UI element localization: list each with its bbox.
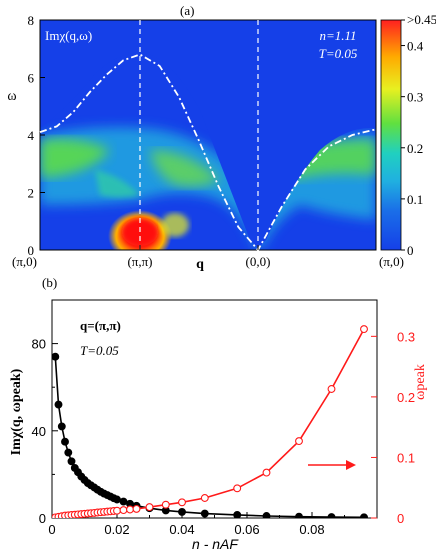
series-1-point	[295, 512, 303, 518]
series-1-point	[360, 513, 368, 518]
left-y-tick-label: 80	[32, 337, 46, 352]
series-1-point	[67, 457, 76, 466]
left-y-tick-label: 0	[39, 511, 46, 526]
series-2-point	[113, 506, 121, 515]
heatmap-lobe-left	[95, 170, 140, 198]
series-layer	[52, 325, 368, 518]
series-1-point	[52, 352, 60, 361]
x-axis-label: n - nAF	[192, 536, 239, 552]
colorbar-tick-label: 0	[407, 243, 414, 258]
series-2-point	[178, 498, 186, 507]
right-y-axis: 0 0.1 0.2 0.3	[371, 329, 415, 526]
x-tick-label: 0	[48, 522, 55, 537]
series-1-point	[233, 510, 242, 518]
series-1-point	[61, 437, 69, 446]
series-2-point	[119, 506, 128, 515]
heatmap-x-tick-label: (π,0)	[379, 254, 404, 269]
heatmap-x-axis: (π,0) (π,π) (0,0) (π,0)	[12, 245, 404, 269]
left-y-tick-label: 40	[32, 424, 46, 439]
heatmap-image	[40, 20, 376, 250]
series-1-point	[57, 422, 66, 431]
left-y-axis: 0 40 80	[32, 337, 58, 526]
heatmap-y-tick-label: 6	[28, 71, 35, 86]
colorbar-axis: >0.45 0.4 0.3 0.2 0.1 0	[401, 12, 436, 258]
series-1-point	[327, 513, 336, 518]
series-2-point	[295, 437, 303, 446]
x-axis: 0 0.02 0.04 0.06 0.08	[48, 512, 345, 537]
series-1-point	[262, 512, 271, 518]
heatmap-green-mid	[150, 150, 220, 187]
series-2-point	[327, 385, 336, 393]
right-y-tick-label: 0.1	[397, 450, 415, 465]
x-tick-label: 0.04	[169, 522, 194, 537]
series-2-point	[145, 503, 154, 512]
series-2-point	[200, 494, 209, 502]
heatmap-y-tick-label: 2	[28, 186, 35, 201]
heatmap-green-left	[40, 138, 110, 178]
annotation-T-a: T=0.05	[319, 46, 358, 61]
series-1-point	[113, 495, 121, 504]
heatmap-y-label: ω	[7, 89, 16, 104]
right-y-tick-label: 0	[397, 511, 404, 526]
heatmap-yellow-lobe	[161, 213, 189, 237]
heatmap-x-tick-label: (π,0)	[12, 254, 37, 269]
heatmap-y-tick-label: 8	[28, 13, 35, 28]
annotation-T-b: T=0.05	[80, 343, 119, 358]
heatmap-x-label: q	[196, 257, 204, 272]
panel-a-label: (a)	[180, 3, 194, 18]
annotation-q: q=(π,π)	[80, 318, 121, 333]
series-2-point	[262, 468, 271, 477]
x-tick-label: 0.06	[234, 522, 259, 537]
left-y-axis-label: Imχ(q, ωpeak)	[9, 368, 24, 455]
colorbar-tick-label: >0.45	[407, 12, 436, 27]
right-y-tick-label: 0.3	[397, 329, 415, 344]
heatmap-y-axis: 0 2 4 6 8	[28, 13, 45, 258]
right-y-axis-label: ωpeak	[413, 364, 428, 400]
heatmap-x-tick-label: (π,π)	[127, 254, 152, 269]
x-tick-label: 0.02	[104, 522, 129, 537]
colorbar-tick-label: 0.3	[407, 90, 423, 105]
line-panel: (b) 0 0.02 0.04 0.06 0.08 0 40 80 0 0.1 0.2 0.3 q…	[9, 275, 428, 552]
colorbar-tick-label: 0.4	[407, 39, 424, 54]
heatmap-panel: (a) Imχ(q,ω) n=1.11 T=0.05 0 2 4 6 8 ω (π,0)…	[7, 3, 436, 272]
series-2-point	[126, 505, 134, 514]
annotation-n: n=1.11	[319, 28, 356, 43]
series-1-point	[64, 448, 73, 457]
heatmap-y-tick-label: 0	[28, 243, 35, 258]
heatmap-cyan-band	[40, 127, 376, 248]
panel-b-label: (b)	[42, 275, 57, 290]
x-tick-label: 0.08	[299, 522, 324, 537]
heatmap-empty-region	[40, 20, 376, 248]
right-y-tick-label: 0.2	[397, 390, 415, 405]
colorbar-tick-label: 0.1	[407, 192, 423, 207]
heatmap-x-tick-label: (0,0)	[246, 254, 271, 269]
series-2-point	[233, 484, 242, 493]
series-1-point	[119, 497, 128, 506]
series-2-point	[161, 500, 170, 509]
heatmap-hot-core	[122, 218, 158, 246]
series-2-point	[360, 325, 368, 334]
continuum-boundary	[39, 53, 377, 252]
heatmap-title: Imχ(q,ω)	[45, 28, 92, 43]
series-1-point	[178, 507, 186, 516]
series-2-point	[132, 504, 141, 513]
colorbar	[380, 19, 402, 251]
series-1-point	[200, 509, 209, 518]
series-1-point	[54, 400, 63, 409]
heatmap-y-tick-label: 4	[28, 128, 35, 143]
colorbar-tick-label: 0.2	[407, 141, 423, 156]
arrow-head-icon	[346, 460, 356, 470]
